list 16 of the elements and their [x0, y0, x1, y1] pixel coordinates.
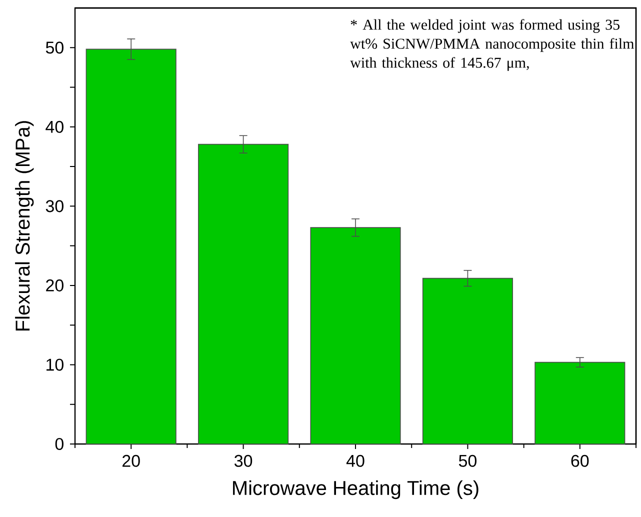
x-tick-label: 60	[571, 454, 589, 467]
y-tick-label: 20	[46, 279, 64, 292]
y-tick-label: 0	[55, 438, 64, 450]
y-axis-title: Flexural Strength (MPa)	[15, 121, 34, 330]
y-tick-label: 30	[46, 200, 64, 212]
x-tick-label: 50	[458, 454, 476, 467]
annotation: * All the welded joint was formed using 35 wt% SiCNW/PMMA nanocomposite thin film with thickness of 145.67 μm,	[350, 19, 634, 71]
bar	[534, 362, 626, 444]
y-tick-label: 50	[46, 42, 64, 54]
x-axis-title: Microwave Heating Time (s)	[233, 480, 478, 500]
x-tick-label: 30	[234, 454, 252, 467]
y-tick-label: 10	[46, 358, 64, 371]
x-tick-label: 20	[122, 454, 140, 467]
x-tick-label: 40	[346, 454, 364, 467]
bar	[86, 48, 176, 444]
y-tick-label: 40	[46, 120, 64, 133]
